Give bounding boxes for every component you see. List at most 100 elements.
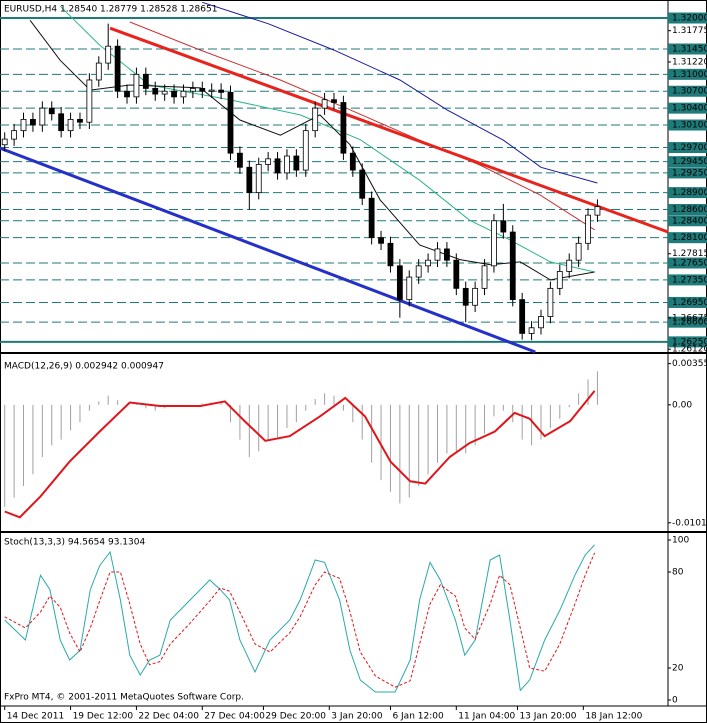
histogram-bar: [305, 404, 307, 411]
histogram-bar: [239, 404, 241, 440]
candle-body: [519, 299, 526, 334]
histogram-bar: [531, 404, 533, 446]
x-tick-label: 18 Jan 12:00: [585, 712, 642, 722]
panel-title: MACD(12,26,9) 0.002942 0.000947: [4, 362, 164, 372]
histogram-bar: [333, 395, 335, 405]
level-box: [668, 12, 707, 24]
candle-body: [509, 231, 516, 301]
histogram-bar: [60, 404, 62, 440]
histogram-bar: [267, 404, 269, 440]
candle-body: [133, 73, 140, 98]
candle-body: [331, 99, 337, 103]
candle-body: [255, 164, 262, 194]
candle-body: [594, 206, 601, 216]
histogram-bar: [79, 404, 81, 423]
level-label: 1.29450: [672, 157, 707, 167]
level-box: [668, 102, 707, 114]
level-label: 1.28900: [672, 188, 707, 198]
candle-body: [293, 155, 300, 171]
candle-body: [547, 287, 554, 317]
histogram-bar: [88, 404, 90, 411]
histogram-bar: [295, 404, 297, 423]
candle-body: [48, 107, 55, 115]
level-label: 1.30700: [672, 87, 707, 97]
level-label: 1.27350: [672, 275, 707, 285]
histogram-bar: [13, 404, 15, 498]
level-box: [668, 257, 707, 269]
y-tick-label: 20: [672, 664, 684, 674]
y-tick-label: 80: [672, 568, 684, 578]
candle-body: [481, 265, 488, 289]
level-label: 1.29700: [672, 143, 707, 153]
line: [0, 146, 536, 354]
candle-body: [199, 88, 206, 92]
candle-body: [312, 107, 319, 132]
level-label: 1.32000: [672, 14, 707, 24]
candle-body: [444, 248, 450, 261]
candle-body: [396, 265, 403, 301]
x-tick-label: 13 Jan 20:00: [519, 712, 576, 722]
candle-body: [39, 107, 46, 126]
candle-body: [189, 88, 196, 92]
histogram-bar: [408, 404, 410, 498]
level-box: [668, 336, 707, 348]
histogram-bar: [248, 404, 250, 457]
level-label: 1.28100: [672, 233, 707, 243]
y-tick-label: 0: [672, 696, 678, 706]
candle-body: [1, 138, 8, 146]
candle-body: [152, 88, 159, 95]
level-label: 1.30400: [672, 104, 707, 114]
histogram-bar: [455, 404, 457, 452]
level-box: [668, 68, 707, 80]
histogram-bar: [51, 404, 53, 446]
candle-body: [359, 169, 366, 199]
candle-body: [142, 73, 149, 89]
histogram-bar: [521, 404, 523, 440]
candle-body: [171, 90, 177, 98]
level-label: 1.26950: [672, 298, 707, 308]
level-box: [668, 142, 707, 154]
x-tick-label: 14 Dec 2011: [7, 712, 65, 722]
y-tick-label: 1.27815: [672, 249, 707, 259]
histogram-bar: [70, 404, 72, 431]
candle-body: [472, 287, 479, 306]
level-box: [668, 232, 707, 244]
histogram-bar: [107, 395, 109, 405]
level-label: 1.30100: [672, 121, 707, 131]
y-tick-label: -0.010178: [672, 518, 707, 528]
candle-body: [30, 118, 36, 126]
candle-body: [124, 90, 130, 98]
line: [59, 5, 595, 273]
candle-body: [500, 220, 507, 233]
candle-body: [434, 248, 441, 261]
y-tick-label: 1.26675: [672, 313, 707, 323]
histogram-bar: [502, 404, 504, 411]
histogram-bar: [258, 404, 260, 452]
histogram-bar: [493, 404, 495, 417]
level-box: [668, 156, 707, 168]
x-tick-label: 3 Jan 20:00: [331, 712, 383, 722]
histogram-bar: [220, 402, 222, 405]
level-box: [668, 316, 707, 328]
histogram-bar: [230, 404, 232, 423]
candle-body: [227, 91, 234, 154]
histogram-bar: [32, 404, 34, 475]
histogram-bar: [98, 401, 100, 405]
histogram-bar: [41, 404, 43, 457]
histogram-bar: [596, 371, 598, 405]
histogram-bar: [549, 404, 551, 429]
histogram-bar: [587, 379, 589, 405]
y-tick-label: 0.00: [672, 400, 692, 410]
candle-body: [11, 130, 18, 140]
candle-body: [321, 99, 328, 109]
line: [202, 1, 598, 184]
histogram-bar: [277, 404, 279, 438]
histogram-bar: [314, 399, 316, 405]
histogram-bar: [286, 404, 288, 429]
histogram-bar: [540, 404, 542, 440]
level-box: [668, 296, 707, 308]
y-tick-label: 1.31775: [672, 26, 707, 36]
candle-body: [575, 242, 582, 261]
